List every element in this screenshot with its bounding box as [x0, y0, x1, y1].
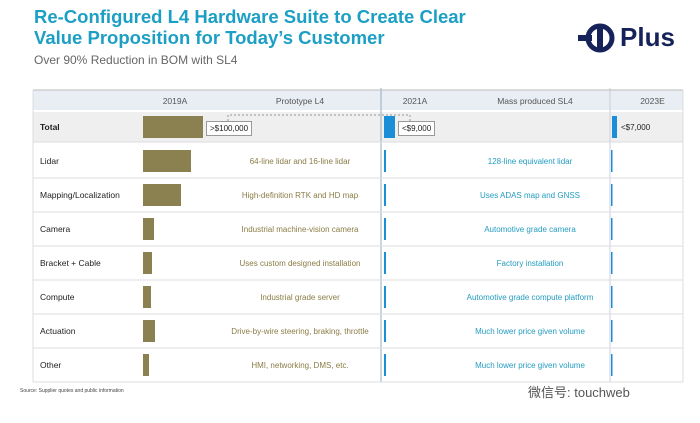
- prototype-text: Industrial machine-vision camera: [241, 224, 359, 234]
- sl4-bar: [384, 218, 386, 240]
- subtitle: Over 90% Reduction in BOM with SL4: [34, 53, 238, 67]
- prototype-text: High-definition RTK and HD map: [241, 190, 359, 200]
- sl4-bar: [384, 286, 386, 308]
- sl4-text: Automotive grade camera: [484, 224, 576, 234]
- column-header: 2019A: [162, 96, 188, 106]
- total-bg: [33, 112, 683, 142]
- column-header: Prototype L4: [275, 96, 325, 106]
- row-label: Other: [40, 360, 62, 370]
- 2023-bar: [611, 218, 613, 240]
- row-label: Camera: [40, 224, 71, 234]
- row-label: Bracket + Cable: [40, 258, 101, 268]
- total-value: <$7,000: [621, 123, 651, 132]
- prototype-bar: [143, 116, 203, 138]
- watermark: 微信号: touchweb: [528, 385, 630, 400]
- column-header: Mass produced SL4: [497, 96, 573, 106]
- 2023-bar: [611, 320, 613, 342]
- sl4-text: Much lower price given volume: [475, 360, 585, 370]
- column-header: 2021A: [402, 96, 428, 106]
- prototype-bar: [143, 252, 152, 274]
- prototype-text: Uses custom designed installation: [239, 258, 361, 268]
- footnote: Source: Supplier quotes and public infor…: [20, 388, 124, 394]
- sl4-text: Uses ADAS map and GNSS: [479, 190, 581, 200]
- sl4-text: Much lower price given volume: [475, 326, 585, 336]
- prototype-bar: [143, 320, 155, 342]
- 2023-bar: [611, 184, 613, 206]
- row-label: Lidar: [40, 156, 59, 166]
- prototype-text: HMI, networking, DMS, etc.: [251, 360, 349, 370]
- 2023-bar: [611, 286, 613, 308]
- sl4-text: Automotive grade compute platform: [466, 292, 594, 302]
- prototype-bar: [143, 218, 154, 240]
- logo-icon: [578, 23, 615, 53]
- prototype-bar: [143, 150, 191, 172]
- 2023-bar: [611, 354, 613, 376]
- prototype-bar: [143, 286, 151, 308]
- prototype-text: Drive-by-wire steering, braking, throttl…: [231, 326, 369, 336]
- sl4-bar: [384, 184, 386, 206]
- prototype-bar: [143, 184, 181, 206]
- sl4-bar: [384, 252, 386, 274]
- header-bg: [33, 90, 683, 110]
- logo: Plus: [620, 22, 675, 52]
- row-label: Actuation: [40, 326, 76, 336]
- prototype-bar: [143, 354, 149, 376]
- total-value: <$9,000: [398, 121, 436, 136]
- total-value: >$100,000: [206, 121, 253, 136]
- prototype-text: Industrial grade server: [260, 292, 340, 302]
- sl4-bar: [384, 320, 386, 342]
- 2023-bar: [612, 116, 617, 138]
- sl4-bar: [384, 116, 395, 138]
- sl4-bar: [384, 354, 386, 376]
- row-label: Compute: [40, 292, 75, 302]
- prototype-text: 64-line lidar and 16-line lidar: [249, 156, 351, 166]
- sl4-text: Factory installation: [496, 258, 564, 268]
- sl4-text: 128-line equivalent lidar: [487, 156, 573, 166]
- 2023-bar: [611, 150, 613, 172]
- title: Re-Configured L4 Hardware Suite to Creat…: [34, 6, 466, 48]
- row-label: Total: [40, 122, 60, 132]
- sl4-bar: [384, 150, 386, 172]
- column-header: 2023E: [640, 96, 665, 106]
- 2023-bar: [611, 252, 613, 274]
- row-label: Mapping/Localization: [40, 190, 120, 200]
